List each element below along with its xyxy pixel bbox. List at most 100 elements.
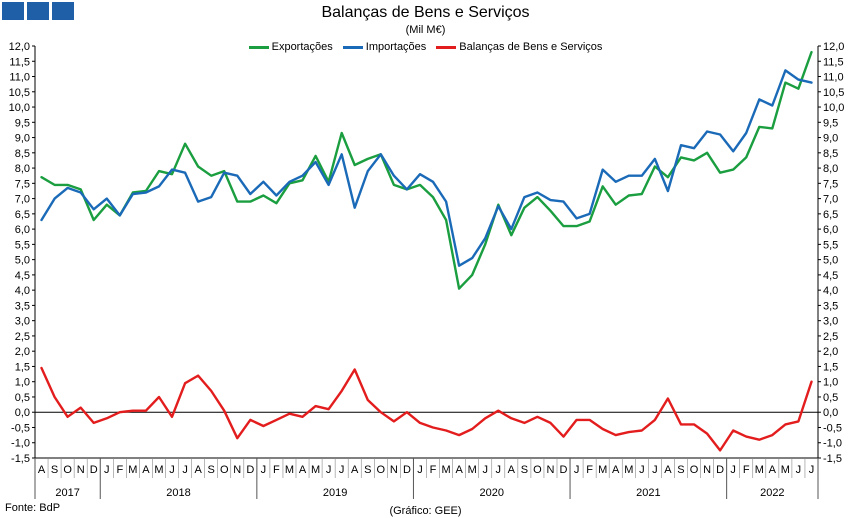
x-month-label: M <box>598 464 607 476</box>
y-tick-label-right: -1,0 <box>823 438 842 450</box>
x-month-label: A <box>769 464 777 476</box>
legend-label-exports: Exportações <box>271 41 333 53</box>
x-month-label: A <box>508 464 516 476</box>
y-tick-label-right: 3,0 <box>823 316 838 328</box>
x-month-label: N <box>77 464 85 476</box>
x-month-label: O <box>220 464 229 476</box>
x-month-label: D <box>716 464 724 476</box>
exports-line <box>40 50 813 290</box>
y-tick-label-left: -1,0 <box>11 438 30 450</box>
y-tick-label-left: 2,5 <box>15 331 30 343</box>
legend-label-imports: Importações <box>365 41 427 53</box>
legend-item-exports: Exportações <box>248 41 333 53</box>
legend-swatch-exports <box>248 45 269 49</box>
y-tick-label-right: 7,5 <box>823 178 838 190</box>
y-tick-label-right: 9,0 <box>823 133 838 145</box>
x-month-label: M <box>154 464 163 476</box>
balance-line <box>40 366 813 452</box>
y-tick-label-left: 8,0 <box>15 163 30 175</box>
y-tick-label-left: 6,5 <box>15 209 30 221</box>
legend-item-imports: Importações <box>342 41 427 53</box>
x-month-label: J <box>339 464 345 476</box>
y-tick-label-right: -1,5 <box>823 453 842 465</box>
y-tick-label-right: -0,5 <box>823 422 842 434</box>
y-tick-label-left: 1,5 <box>15 361 30 373</box>
x-month-label: F <box>273 464 280 476</box>
x-month-label: O <box>533 464 542 476</box>
y-tick-label-right: 4,0 <box>823 285 838 297</box>
y-tick-label-right: 8,0 <box>823 163 838 175</box>
y-tick-label-left: 0,0 <box>15 407 30 419</box>
chart-legend: Exportações Importações Balanças de Bens… <box>0 41 851 53</box>
y-tick-label-left: 1,0 <box>15 377 30 389</box>
y-tick-label-right: 3,5 <box>823 300 838 312</box>
x-month-label: M <box>441 464 450 476</box>
x-month-label: N <box>703 464 711 476</box>
y-tick-label-right: 6,0 <box>823 224 838 236</box>
y-tick-label-right: 10,5 <box>823 87 844 99</box>
legend-label-balance: Balanças de Bens e Serviços <box>459 41 603 53</box>
y-tick-label-right: 2,0 <box>823 346 838 358</box>
y-tick-label-right: 2,5 <box>823 331 838 343</box>
x-month-label: O <box>63 464 72 476</box>
y-tick-label-left: -0,5 <box>11 422 30 434</box>
y-tick-label-left: 11,0 <box>9 72 30 84</box>
y-tick-label-right: 11,0 <box>823 72 844 84</box>
logo-block-3 <box>52 2 74 20</box>
x-month-label: D <box>560 464 568 476</box>
x-month-label: S <box>51 464 58 476</box>
y-tick-label-right: 6,5 <box>823 209 838 221</box>
x-month-label: J <box>261 464 267 476</box>
y-tick-label-right: 10,0 <box>823 102 844 114</box>
y-tick-label-right: 11,5 <box>823 56 844 68</box>
y-tick-label-left: 9,0 <box>15 133 30 145</box>
x-month-label: N <box>233 464 241 476</box>
x-year-label: 2017 <box>55 487 79 499</box>
x-year-label: 2018 <box>166 487 190 499</box>
x-month-label: S <box>364 464 371 476</box>
x-month-label: F <box>430 464 437 476</box>
x-month-label: S <box>208 464 215 476</box>
y-tick-label-left: 5,5 <box>15 239 30 251</box>
x-month-label: F <box>743 464 750 476</box>
y-tick-label-right: 1,5 <box>823 361 838 373</box>
x-month-label: F <box>586 464 593 476</box>
y-tick-label-right: 5,5 <box>823 239 838 251</box>
x-month-label: A <box>194 464 202 476</box>
x-month-label: M <box>285 464 294 476</box>
y-tick-label-right: 0,0 <box>823 407 838 419</box>
y-tick-label-right: 9,5 <box>823 117 838 129</box>
y-tick-label-left: 7,0 <box>15 194 30 206</box>
y-tick-label-left: 4,5 <box>15 270 30 282</box>
x-year-label: 2019 <box>323 487 347 499</box>
y-tick-label-left: 2,0 <box>15 346 30 358</box>
y-tick-label-left: -1,5 <box>11 453 30 465</box>
x-month-label: N <box>390 464 398 476</box>
imports-line <box>40 69 813 267</box>
x-month-label: S <box>677 464 684 476</box>
y-tick-label-right: 12,0 <box>823 41 844 53</box>
y-tick-label-right: 4,5 <box>823 270 838 282</box>
legend-swatch-imports <box>342 45 363 49</box>
x-year-label: 2020 <box>480 487 504 499</box>
x-month-label: A <box>38 464 46 476</box>
x-month-label: J <box>652 464 658 476</box>
logo-block-2 <box>27 2 49 20</box>
x-year-label: 2021 <box>636 487 660 499</box>
x-month-label: M <box>468 464 477 476</box>
x-month-label: J <box>730 464 736 476</box>
x-month-label: M <box>781 464 790 476</box>
x-month-label: A <box>664 464 672 476</box>
x-month-label: J <box>104 464 110 476</box>
x-month-label: A <box>612 464 620 476</box>
y-tick-label-right: 7,0 <box>823 194 838 206</box>
y-tick-label-left: 10,0 <box>9 102 30 114</box>
y-tick-label-left: 11,5 <box>9 56 30 68</box>
y-tick-label-left: 3,0 <box>15 316 30 328</box>
chart-subtitle: (Mil M€) <box>405 24 446 36</box>
y-tick-label-left: 5,0 <box>15 255 30 267</box>
x-month-label: F <box>116 464 123 476</box>
y-tick-label-left: 8,5 <box>15 148 30 160</box>
x-month-label: J <box>639 464 645 476</box>
